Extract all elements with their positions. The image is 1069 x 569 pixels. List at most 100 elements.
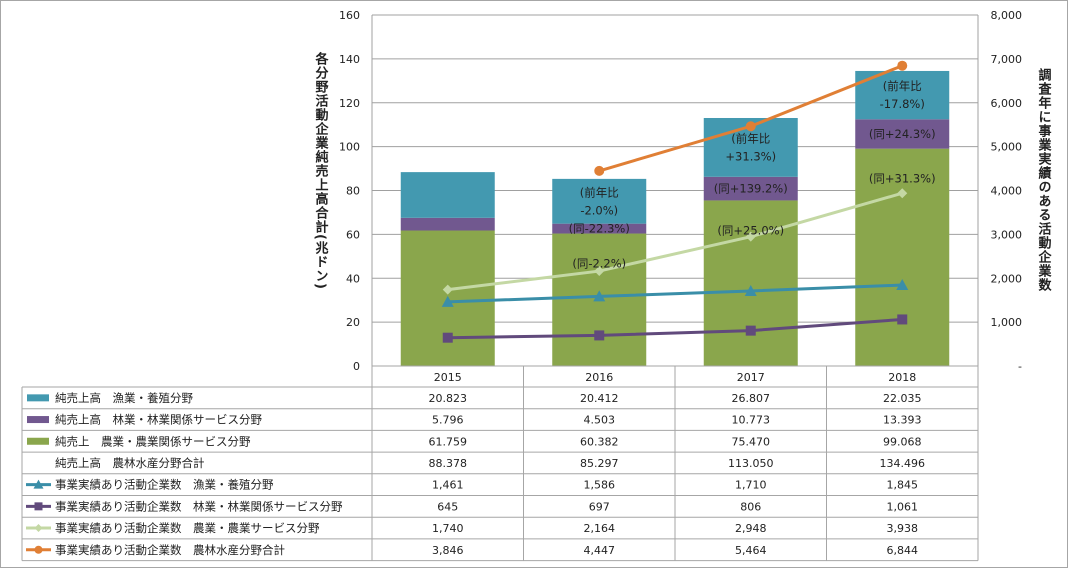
y-left-tick-label: 60 (346, 228, 360, 241)
y-left-tick-label: 40 (346, 272, 360, 285)
table-cell-value: 113.050 (728, 457, 774, 470)
table-cell-value: 3,938 (887, 522, 919, 535)
table-cell-value: 20.823 (429, 392, 468, 405)
table-cell-value: 3,846 (432, 544, 464, 557)
y-left-axis-title: 各分野活動企業純売上高合計(兆ドン) (313, 51, 330, 289)
y-right-tick-label: - (1018, 360, 1022, 373)
y-right-tick-label: 2,000 (991, 272, 1023, 285)
table-cell-value: 134.496 (880, 457, 926, 470)
data-point (745, 325, 756, 336)
y-right-tick-label: 1,000 (991, 316, 1023, 329)
y-left-tick-label: 20 (346, 316, 360, 329)
data-point (442, 332, 453, 343)
table-cell-value: 99.068 (883, 435, 922, 448)
bar-annotation: (前年比 (580, 185, 619, 199)
y-right-tick-label: 3,000 (991, 228, 1023, 241)
table-cell-value: 806 (740, 500, 761, 513)
table-cell-value: 88.378 (429, 457, 468, 470)
table-cell-value: 4.503 (584, 414, 616, 427)
table-cell-value: 13.393 (883, 414, 922, 427)
series-line (447, 283, 903, 304)
legend-label: 事業実績あり活動企業数 漁業・養殖分野 (55, 478, 274, 492)
bar-annotation: -17.8%) (880, 97, 925, 111)
table-cell-value: 2,164 (584, 522, 616, 535)
bar-segment (552, 223, 647, 234)
y-left-tick-label: 80 (346, 185, 360, 198)
bar-annotation: -2.0%) (580, 203, 618, 217)
table-cell-value: 645 (437, 500, 458, 513)
y-left-tick-label: 100 (339, 141, 360, 154)
table-cell-value: 1,461 (432, 479, 464, 492)
y-right-tick-label: 4,000 (991, 185, 1023, 198)
data-point (594, 266, 605, 277)
table-cell-value: 1,586 (584, 479, 616, 492)
y-right-tick-label: 5,000 (991, 141, 1023, 154)
bar-annotation: (同-22.3%) (569, 222, 630, 236)
legend-marker (34, 545, 43, 554)
y-left-tick-label: 160 (339, 9, 360, 22)
table-cell-value: 1,845 (887, 479, 919, 492)
table-cell-value: 10.773 (732, 414, 771, 427)
data-point (897, 60, 908, 71)
y-left-tick-label: 0 (353, 360, 360, 373)
legend-label: 事業実績あり活動企業数 林業・林業関係サービス分野 (55, 499, 343, 513)
bar-annotation: (同+25.0%) (717, 223, 784, 237)
table-cell-value: 60.382 (580, 435, 619, 448)
y-right-tick-label: 6,000 (991, 97, 1023, 110)
table-cell-value: 5.796 (432, 414, 464, 427)
bar-segment (855, 148, 950, 366)
data-point (594, 165, 605, 176)
data-point (897, 188, 908, 199)
table-cell-value: 4,447 (584, 544, 616, 557)
y-right-tick-label: 7,000 (991, 53, 1023, 66)
table-cell-value: 20.412 (580, 392, 619, 405)
lines (441, 60, 909, 343)
table-cell-value: 85.297 (580, 457, 619, 470)
legend-label: 事業実績あり活動企業数 農林水産分野合計 (55, 543, 285, 557)
data-point (745, 231, 756, 242)
x-category-label: 2016 (585, 371, 613, 384)
legend-marker (34, 524, 43, 533)
bar-segment (400, 172, 495, 218)
legend-swatch (27, 437, 49, 445)
legend-label: 純売上 農業・農業関係サービス分野 (55, 434, 251, 448)
annotations: (前年比 -2.0%) (同-22.3%) (同-2.2%) (前年比 +31.3%) (同… (569, 79, 936, 270)
data-point (442, 284, 453, 295)
bars (400, 70, 950, 366)
bar-segment (552, 178, 647, 224)
table-cell-value: 1,740 (432, 522, 464, 535)
legend-marker (33, 479, 44, 489)
x-category-label: 2015 (434, 371, 462, 384)
y-right-axis-title: 調査年に事業実績のある活動企業数 (1036, 67, 1053, 292)
legend-marker (34, 502, 43, 511)
data-point (441, 295, 454, 307)
x-category-label: 2018 (888, 371, 916, 384)
data-point (593, 290, 606, 302)
table-cell-value: 26.807 (732, 392, 771, 405)
data-point (594, 330, 605, 341)
bar-segment (855, 119, 950, 149)
axes: 0 - 20 1,000 40 2,000 60 3,000 80 4,000 100 5,000 12… (313, 9, 1053, 373)
bar-annotation: +31.3%) (725, 149, 776, 163)
bar-annotation: (同+139.2%) (714, 182, 788, 196)
bar-segment (400, 217, 495, 231)
legend-label: 事業実績あり活動企業数 農業・農業サービス分野 (55, 521, 320, 535)
data-point (897, 314, 908, 325)
series-line (447, 317, 903, 340)
data-point (744, 284, 757, 296)
legend-label: 純売上高 漁業・養殖分野 (55, 391, 193, 405)
table-cell-value: 2,948 (735, 522, 767, 535)
table-cell-value: 5,464 (735, 544, 767, 557)
data-point (896, 279, 909, 291)
table-cell-value: 697 (589, 500, 610, 513)
bar-annotation: (前年比 (731, 131, 770, 145)
legend-label: 純売上高 農林水産分野合計 (55, 456, 205, 470)
bar-annotation: (同+24.3%) (869, 127, 936, 141)
bar-annotation: (前年比 (883, 79, 922, 93)
table-cell-value: 1,061 (887, 500, 919, 513)
legend-label: 純売上高 林業・林業関係サービス分野 (55, 413, 262, 427)
y-right-tick-label: 8,000 (991, 9, 1023, 22)
legend-swatch (27, 394, 49, 402)
data-point (745, 121, 756, 132)
